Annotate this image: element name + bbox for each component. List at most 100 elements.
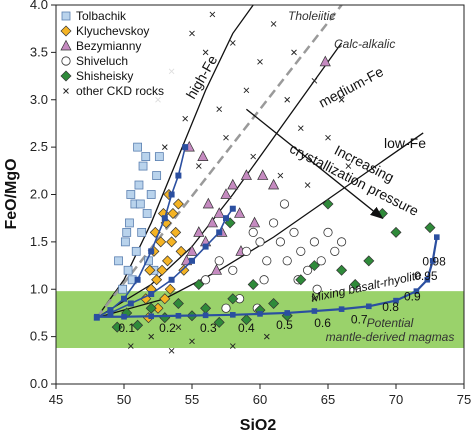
x-axis-title: SiO2 (240, 417, 277, 434)
legend-item: Bezymianny (60, 39, 141, 53)
data-point (268, 218, 279, 228)
mixing-curve-marker (230, 312, 236, 318)
mixing-curve-marker (202, 312, 209, 319)
data-point (240, 314, 252, 326)
data-point (229, 343, 236, 349)
data-point (345, 163, 352, 169)
data-point (270, 21, 277, 27)
data-point (175, 245, 187, 257)
legend-item: other CKD rocks (63, 84, 164, 98)
band-label-line1: Potential (367, 316, 414, 330)
data-point (182, 115, 189, 122)
legend-label: Shiveluch (76, 54, 128, 68)
data-point (336, 237, 347, 247)
data-point (257, 59, 263, 65)
data-point (214, 256, 224, 266)
mixing-curve-marker (284, 310, 290, 316)
trend-marker (229, 205, 236, 212)
data-point (284, 96, 291, 103)
data-point (161, 144, 168, 150)
mixing-fraction-label: 0.8 (382, 300, 399, 314)
data-point (330, 246, 340, 256)
data-point (111, 321, 123, 333)
data-point (125, 218, 134, 228)
data-point (151, 274, 163, 286)
data-point (144, 264, 156, 276)
data-point (168, 348, 175, 354)
trend-marker (121, 295, 127, 302)
data-point (259, 275, 269, 285)
trend-marker (161, 215, 168, 222)
data-point (134, 180, 144, 190)
legend-label: other CKD rocks (76, 84, 164, 98)
data-point (146, 190, 156, 199)
data-point (262, 256, 272, 266)
data-point (156, 264, 168, 276)
data-point (189, 338, 195, 345)
data-point (289, 227, 299, 237)
data-point (277, 172, 284, 179)
data-point (243, 87, 250, 94)
data-point (152, 171, 162, 180)
data-point (197, 150, 209, 161)
data-point (133, 142, 143, 152)
data-point (248, 227, 258, 237)
data-point (376, 207, 388, 219)
medium-fe-label: medium-Fe (316, 63, 386, 110)
legend: TolbachikKlyuchevskoyBezymiannyShiveluch… (58, 7, 176, 105)
pressure-arrow (245, 108, 384, 220)
mixing-fraction-label: 0.1 (118, 321, 135, 335)
data-point (279, 199, 290, 209)
data-point (127, 343, 134, 349)
data-point (282, 256, 292, 266)
low-fe-label: low-Fe (384, 135, 426, 151)
data-point (240, 169, 252, 180)
mixing-fraction-label: 0.2 (159, 321, 176, 335)
mixing-curve-marker (424, 276, 431, 283)
mixing-curve-marker (338, 306, 345, 312)
data-point (132, 319, 144, 331)
data-point (291, 49, 297, 56)
y-tick-label: 0.0 (30, 376, 48, 391)
data-point (311, 295, 318, 302)
trend-series (93, 144, 236, 321)
data-point (220, 188, 232, 199)
mixing-curve-marker (413, 288, 420, 294)
data-point (120, 237, 130, 247)
y-tick-label: 2.0 (30, 187, 48, 202)
mixing-curve-marker (434, 234, 440, 240)
trend-marker (175, 172, 182, 179)
data-point (137, 227, 147, 237)
data-point (302, 265, 313, 275)
data-point (206, 216, 218, 228)
data-point (167, 207, 179, 219)
trend-marker (168, 276, 175, 283)
mixing-curve-marker (311, 308, 318, 314)
data-point (390, 226, 402, 238)
data-point (311, 77, 318, 84)
y-axis-ticks: 0.0 0.5 1.0 1.5 2.0 2.5 3.0 3.5 4.0 (30, 0, 56, 391)
mixing-fraction-label: 0.5 (276, 318, 293, 332)
high-fe-label: high-Fe (183, 52, 221, 101)
legend-item: Shiveluch (61, 54, 128, 68)
y-tick-label: 3.0 (30, 92, 48, 107)
x-tick-label: 50 (117, 392, 131, 407)
data-point (316, 256, 326, 266)
mixing-curve-marker (94, 313, 100, 320)
data-point (338, 96, 345, 103)
y-tick-label: 2.5 (30, 139, 48, 154)
trend-line (107, 205, 236, 316)
data-point (295, 274, 307, 286)
data-point (155, 236, 167, 248)
data-point (178, 264, 190, 276)
data-point (424, 222, 436, 234)
legend-marker (61, 56, 71, 66)
trend-marker (148, 248, 155, 255)
data-point (228, 265, 238, 275)
data-point (247, 279, 259, 291)
mixing-curve-marker (121, 313, 127, 320)
mixing-fraction-label: 0.6 (314, 316, 331, 330)
data-point (122, 227, 132, 237)
data-point (336, 264, 348, 276)
